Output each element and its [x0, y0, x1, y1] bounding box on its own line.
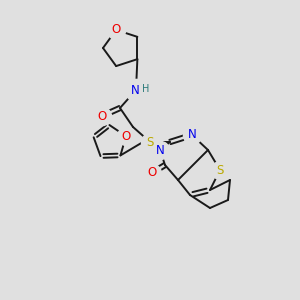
Text: N: N	[188, 128, 196, 142]
Text: O: O	[121, 130, 130, 143]
Text: S: S	[216, 164, 224, 176]
Text: O: O	[98, 110, 106, 122]
Text: S: S	[146, 136, 154, 148]
Text: H: H	[142, 84, 149, 94]
Text: O: O	[147, 167, 157, 179]
Text: N: N	[130, 83, 140, 97]
Text: N: N	[156, 143, 164, 157]
Text: O: O	[112, 23, 121, 36]
